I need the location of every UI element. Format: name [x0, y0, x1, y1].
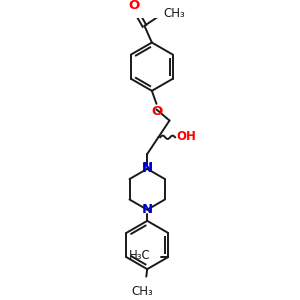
Text: N: N	[142, 162, 153, 175]
Text: CH₃: CH₃	[163, 7, 185, 20]
Text: O: O	[152, 105, 163, 118]
Text: N: N	[142, 161, 153, 174]
Text: H₃C: H₃C	[129, 249, 151, 262]
Text: OH: OH	[176, 130, 196, 143]
Text: O: O	[129, 0, 140, 12]
Text: N: N	[142, 203, 153, 216]
Text: CH₃: CH₃	[132, 285, 153, 298]
